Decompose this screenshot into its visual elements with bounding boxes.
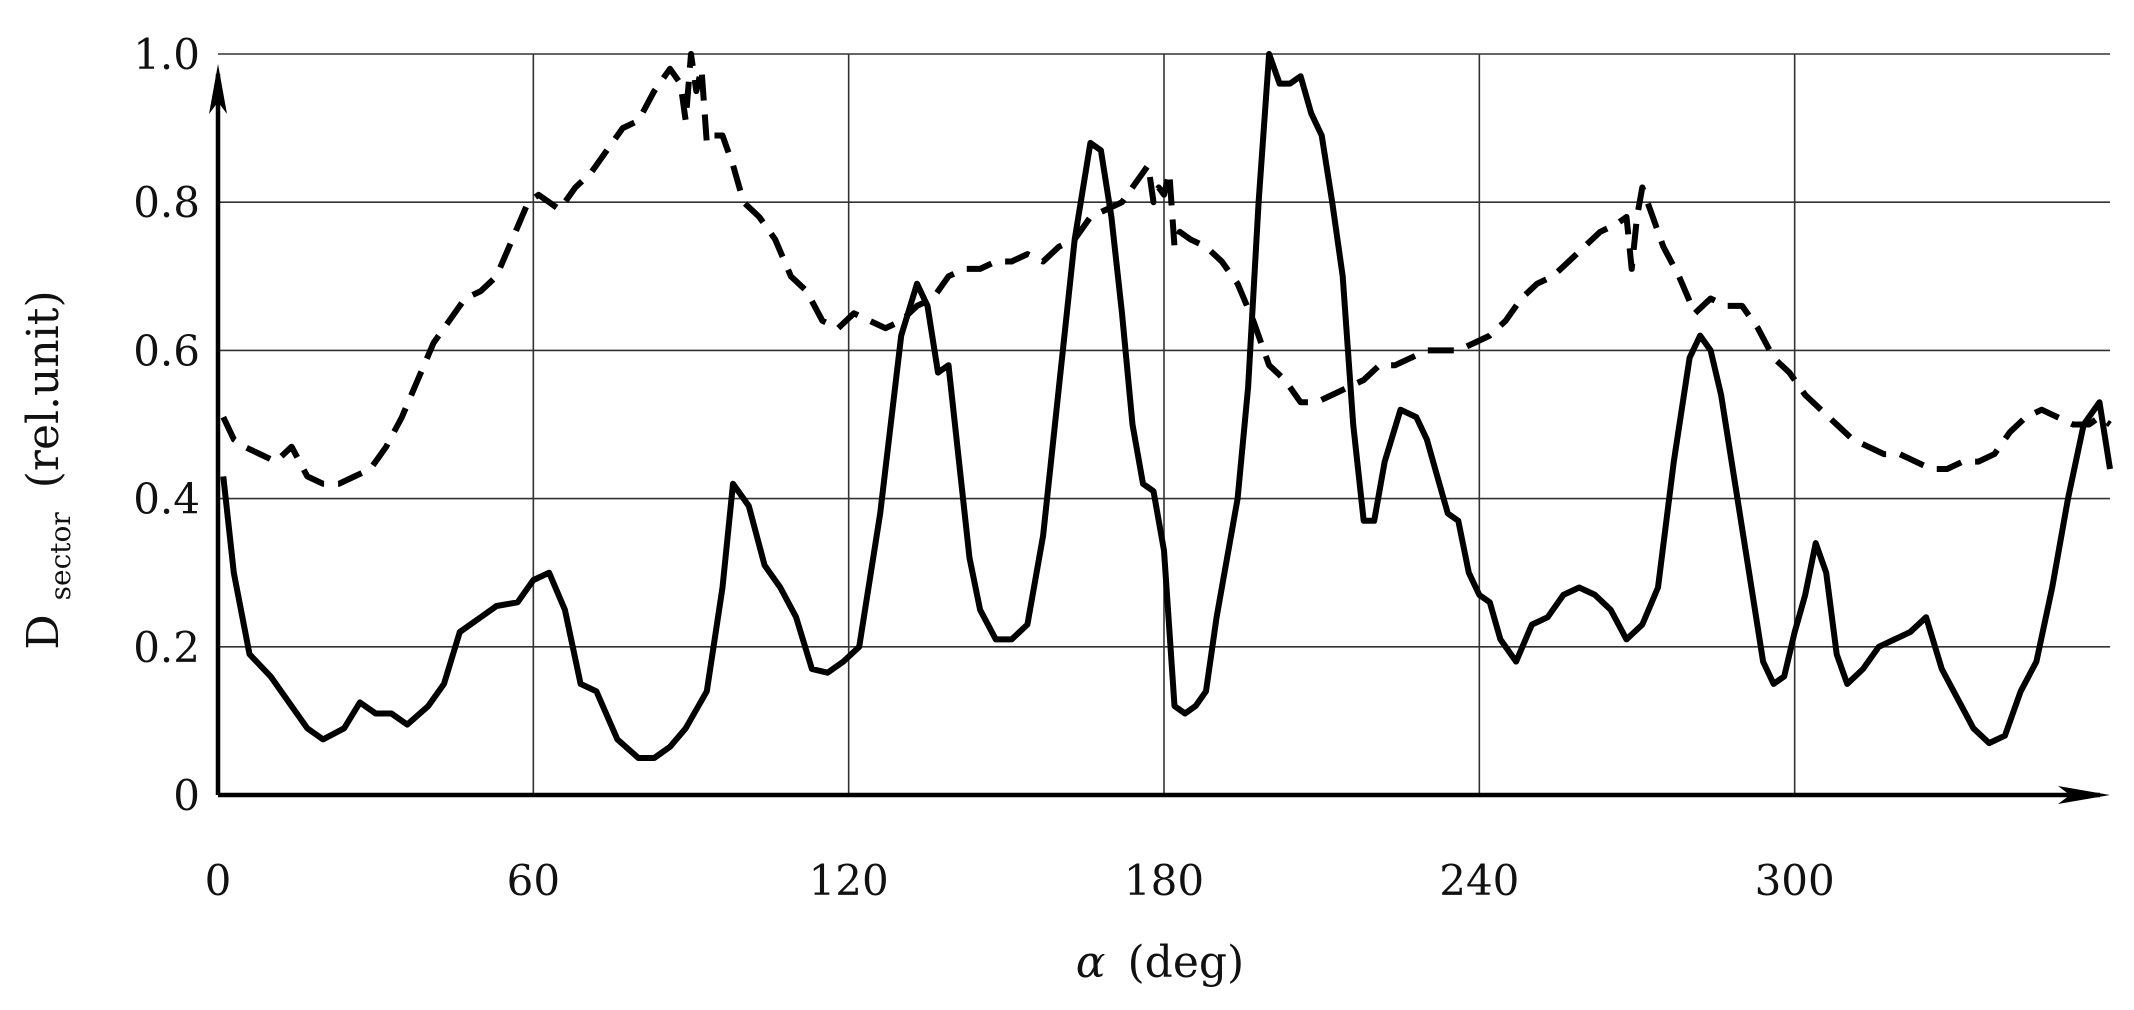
- x-tick-label: 0: [205, 856, 232, 905]
- x-tick-label: 180: [1124, 856, 1204, 905]
- x-axis-title-symbol: α: [1076, 937, 1106, 988]
- series-group: [220, 51, 2113, 761]
- x-tick-label: 240: [1439, 856, 1519, 905]
- tick-labels: 0 60 120 180 240 300 0 0.2 0.4 0.6 0.8 1.0: [133, 30, 1835, 905]
- y-axis-title-subscript: sector: [44, 512, 77, 601]
- y-tick-label: 0: [173, 771, 200, 820]
- gridlines: [218, 53, 2110, 795]
- y-tick-label: 0.8: [133, 178, 200, 227]
- x-axis-arrowhead: [2058, 786, 2110, 804]
- y-axis-title-unit: (rel.unit): [18, 290, 69, 488]
- x-axis-title: α (deg): [1076, 937, 1244, 988]
- x-tick-label: 120: [809, 856, 889, 905]
- y-axis-title-main: D: [18, 614, 69, 649]
- y-tick-label: 1.0: [133, 30, 200, 79]
- y-tick-label: 0.6: [133, 326, 200, 375]
- y-axis-arrowhead: [209, 64, 227, 114]
- x-tick-label: 300: [1755, 856, 1835, 905]
- y-axis-title: D sector (rel.unit): [18, 290, 81, 649]
- y-tick-label: 0.4: [133, 475, 200, 524]
- series-solid-line: [220, 51, 2113, 761]
- y-tick-label: 0.2: [133, 623, 200, 672]
- axes: [209, 64, 2110, 804]
- series-dashed-line: [220, 51, 2112, 487]
- x-tick-label: 60: [507, 856, 560, 905]
- x-axis-title-unit: (deg): [1128, 937, 1245, 988]
